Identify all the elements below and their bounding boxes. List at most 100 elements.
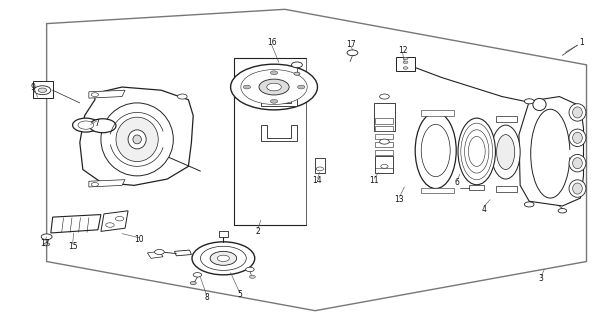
Polygon shape bbox=[261, 125, 297, 141]
Circle shape bbox=[270, 71, 278, 75]
Circle shape bbox=[38, 88, 47, 92]
Text: 4: 4 bbox=[482, 205, 487, 214]
Polygon shape bbox=[47, 9, 587, 311]
Circle shape bbox=[41, 234, 52, 240]
Polygon shape bbox=[496, 116, 517, 122]
Circle shape bbox=[267, 83, 281, 91]
Circle shape bbox=[34, 86, 51, 95]
Polygon shape bbox=[89, 180, 125, 187]
Ellipse shape bbox=[116, 117, 158, 162]
Circle shape bbox=[218, 255, 230, 261]
Circle shape bbox=[270, 100, 278, 103]
Ellipse shape bbox=[415, 112, 456, 188]
Ellipse shape bbox=[128, 130, 146, 149]
Bar bbox=[375, 142, 393, 147]
Circle shape bbox=[245, 267, 254, 272]
Circle shape bbox=[115, 216, 124, 221]
Text: 9: 9 bbox=[30, 83, 35, 92]
Circle shape bbox=[524, 99, 534, 104]
Circle shape bbox=[403, 61, 408, 64]
Text: 16: 16 bbox=[267, 38, 276, 47]
Circle shape bbox=[105, 223, 114, 227]
Ellipse shape bbox=[461, 123, 493, 180]
Ellipse shape bbox=[458, 118, 496, 185]
Polygon shape bbox=[374, 103, 395, 132]
Ellipse shape bbox=[569, 180, 586, 197]
Polygon shape bbox=[421, 188, 454, 193]
Text: 5: 5 bbox=[237, 290, 242, 299]
Ellipse shape bbox=[497, 135, 514, 170]
Ellipse shape bbox=[573, 107, 582, 118]
Circle shape bbox=[298, 85, 305, 89]
Circle shape bbox=[291, 62, 302, 68]
Circle shape bbox=[192, 242, 255, 275]
Circle shape bbox=[210, 252, 237, 265]
Text: 7: 7 bbox=[95, 119, 99, 128]
Ellipse shape bbox=[569, 104, 586, 121]
Polygon shape bbox=[101, 211, 128, 231]
Text: 13: 13 bbox=[395, 195, 404, 204]
Bar bbox=[375, 149, 393, 155]
Ellipse shape bbox=[569, 155, 586, 172]
Text: 1: 1 bbox=[579, 38, 584, 47]
Ellipse shape bbox=[421, 124, 450, 177]
Circle shape bbox=[78, 121, 94, 129]
Polygon shape bbox=[175, 250, 191, 256]
Polygon shape bbox=[496, 186, 517, 192]
Ellipse shape bbox=[133, 135, 141, 144]
Circle shape bbox=[92, 182, 99, 186]
Circle shape bbox=[381, 164, 388, 168]
Bar bbox=[315, 158, 325, 173]
Circle shape bbox=[379, 139, 389, 144]
Circle shape bbox=[403, 57, 408, 60]
Text: 3: 3 bbox=[539, 275, 544, 284]
Circle shape bbox=[347, 50, 358, 56]
Circle shape bbox=[241, 69, 307, 105]
Ellipse shape bbox=[491, 125, 520, 179]
Bar bbox=[375, 126, 393, 132]
Ellipse shape bbox=[569, 129, 586, 147]
Bar bbox=[375, 156, 393, 173]
Text: 14: 14 bbox=[313, 176, 322, 185]
Circle shape bbox=[231, 64, 318, 110]
Circle shape bbox=[44, 243, 50, 246]
Text: 17: 17 bbox=[40, 239, 50, 248]
Circle shape bbox=[155, 250, 164, 254]
Text: 11: 11 bbox=[370, 176, 379, 185]
Polygon shape bbox=[33, 81, 53, 98]
Circle shape bbox=[90, 119, 116, 133]
Ellipse shape bbox=[465, 130, 489, 173]
Bar bbox=[396, 57, 415, 71]
Circle shape bbox=[294, 72, 300, 75]
Text: 6: 6 bbox=[455, 178, 460, 187]
Bar bbox=[375, 118, 393, 124]
Circle shape bbox=[524, 202, 534, 207]
Bar bbox=[375, 134, 393, 140]
Polygon shape bbox=[261, 90, 297, 106]
Text: 17: 17 bbox=[347, 40, 356, 49]
Polygon shape bbox=[80, 87, 193, 185]
Circle shape bbox=[193, 273, 202, 277]
Circle shape bbox=[190, 282, 196, 285]
Text: 12: 12 bbox=[398, 46, 407, 55]
Polygon shape bbox=[147, 252, 163, 258]
Bar bbox=[219, 231, 228, 237]
Polygon shape bbox=[519, 97, 584, 206]
Text: 15: 15 bbox=[68, 242, 78, 251]
Circle shape bbox=[73, 118, 99, 132]
Ellipse shape bbox=[573, 132, 582, 143]
Polygon shape bbox=[469, 185, 484, 190]
Circle shape bbox=[92, 93, 99, 97]
Ellipse shape bbox=[533, 99, 546, 110]
Circle shape bbox=[259, 79, 289, 95]
Ellipse shape bbox=[573, 158, 582, 169]
Circle shape bbox=[249, 275, 255, 278]
Circle shape bbox=[379, 94, 389, 99]
Circle shape bbox=[178, 94, 187, 99]
Polygon shape bbox=[89, 90, 125, 98]
Ellipse shape bbox=[101, 103, 173, 176]
Ellipse shape bbox=[573, 183, 582, 194]
Polygon shape bbox=[421, 110, 454, 116]
Circle shape bbox=[403, 67, 408, 69]
Text: 8: 8 bbox=[204, 292, 209, 301]
